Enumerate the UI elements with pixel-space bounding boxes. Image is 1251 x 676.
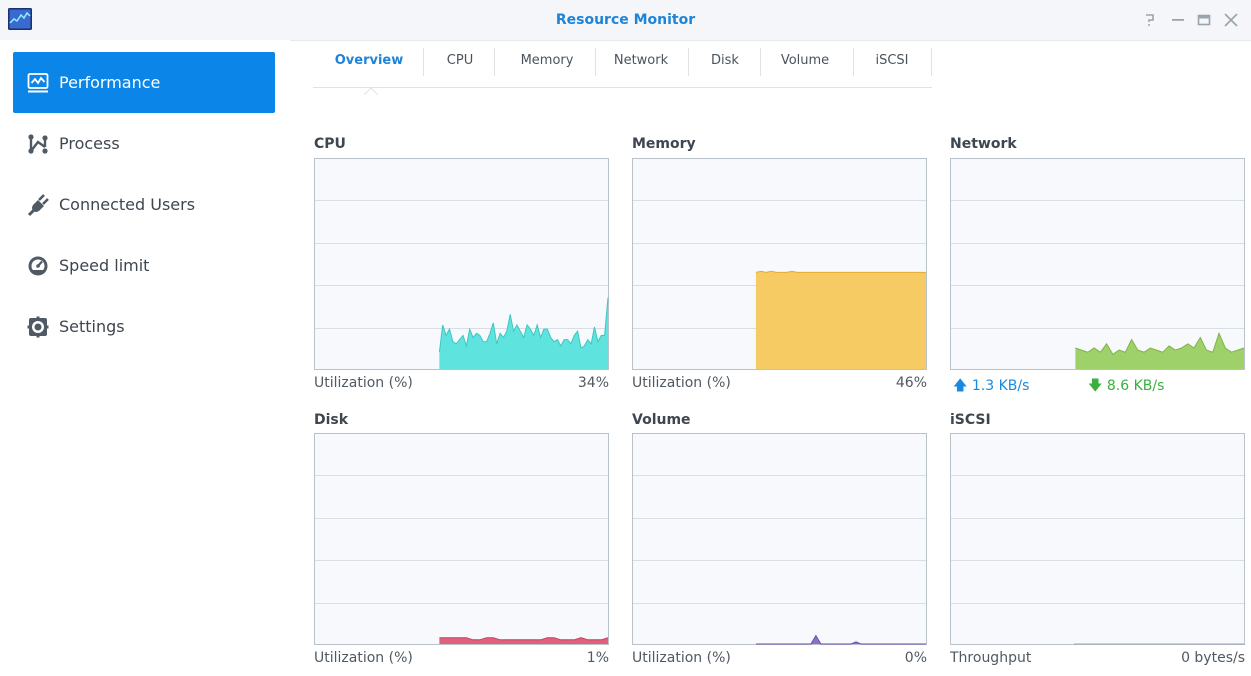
cpu-caption: Utilization (%) xyxy=(314,375,413,391)
sidebar-item-label: Performance xyxy=(59,73,161,92)
volume-series-line xyxy=(755,634,926,645)
volume-caption: Utilization (%) xyxy=(632,650,731,666)
memory-value: 46% xyxy=(895,375,927,391)
window-title: Resource Monitor xyxy=(555,12,696,28)
active-tab-caret-icon xyxy=(363,80,379,99)
cpu-chart-svg xyxy=(314,158,609,370)
plug-icon xyxy=(26,193,50,217)
minimize-icon[interactable] xyxy=(1168,10,1188,30)
sidebar-item-label: Connected Users xyxy=(59,195,196,214)
tab-divider xyxy=(688,48,689,76)
tab-divider xyxy=(494,48,495,76)
cpu-panel-title: CPU xyxy=(314,136,346,152)
network-chart xyxy=(950,158,1245,370)
tab-network[interactable]: Network xyxy=(613,53,669,68)
sidebar-item-settings[interactable]: Settings xyxy=(13,296,275,357)
performance-icon xyxy=(26,71,50,95)
disk-caption: Utilization (%) xyxy=(314,650,413,666)
sidebar-item-speed-limit[interactable]: Speed limit xyxy=(13,235,275,296)
cpu-chart xyxy=(314,158,609,370)
memory-series-line xyxy=(755,270,926,273)
tab-divider xyxy=(423,48,424,76)
volume-chart xyxy=(632,433,927,645)
sidebar-item-process[interactable]: Process xyxy=(13,113,275,174)
volume-chart-svg xyxy=(632,433,927,645)
tab-divider xyxy=(931,48,932,76)
disk-chart xyxy=(314,433,609,645)
iscsi-value: 0 bytes/s xyxy=(1181,650,1245,666)
volume-value: 0% xyxy=(904,650,927,666)
sidebar-item-label: Speed limit xyxy=(59,256,150,275)
sidebar-item-connected-users[interactable]: Connected Users xyxy=(13,174,275,235)
chart-frame xyxy=(950,158,1245,370)
iscsi-caption: Throughput xyxy=(950,650,1032,666)
chart-frame xyxy=(950,433,1245,645)
iscsi-panel-title: iSCSI xyxy=(950,412,991,428)
chart-frame xyxy=(314,433,609,645)
disk-value: 1% xyxy=(586,650,609,666)
memory-caption: Utilization (%) xyxy=(632,375,731,391)
memory-panel-title: Memory xyxy=(632,136,696,152)
cpu-series-line xyxy=(438,297,609,353)
tab-memory[interactable]: Memory xyxy=(520,53,574,68)
tab-divider xyxy=(595,48,596,76)
memory-chart xyxy=(632,158,927,370)
disk-chart-svg xyxy=(314,433,609,645)
network-download-rate: 8.6 KB/s xyxy=(1106,378,1165,394)
disk-series-line xyxy=(439,637,609,641)
download-arrow-icon: 🡇 xyxy=(1088,378,1103,394)
tab-overview[interactable]: Overview xyxy=(334,53,404,68)
network-panel-title: Network xyxy=(950,136,1017,152)
tab-divider xyxy=(853,48,854,76)
network-chart-svg xyxy=(950,158,1245,370)
memory-chart-svg xyxy=(632,158,927,370)
process-icon xyxy=(26,132,50,156)
tab-underline xyxy=(313,87,932,88)
sidebar-item-performance[interactable]: Performance xyxy=(13,52,275,113)
speedometer-icon xyxy=(26,254,50,278)
upload-arrow-icon: 🡅 xyxy=(953,378,968,394)
sidebar-item-label: Settings xyxy=(59,317,125,336)
tab-divider xyxy=(760,48,761,76)
tab-disk[interactable]: Disk xyxy=(711,53,739,68)
network-series-line xyxy=(1075,331,1245,356)
cpu-value: 34% xyxy=(577,375,609,391)
close-icon[interactable] xyxy=(1221,10,1241,30)
sidebar-item-label: Process xyxy=(59,134,120,153)
sidebar: Performance Process Connected Users xyxy=(0,40,290,676)
network-upload-rate: 1.3 KB/s xyxy=(971,378,1030,394)
disk-panel-title: Disk xyxy=(314,412,349,428)
iscsi-chart xyxy=(950,433,1245,645)
iscsi-chart-svg xyxy=(950,433,1245,645)
resource-monitor-app-icon xyxy=(8,8,32,30)
memory-series-area xyxy=(755,271,926,369)
tab-volume[interactable]: Volume xyxy=(780,53,830,68)
network-upload: 🡅 1.3 KB/s xyxy=(953,375,1029,399)
volume-panel-title: Volume xyxy=(632,412,691,428)
help-icon[interactable] xyxy=(1140,10,1160,30)
network-download: 🡇 8.6 KB/s xyxy=(1088,375,1164,399)
tab-cpu[interactable]: CPU xyxy=(446,53,474,68)
tab-iscsi[interactable]: iSCSI xyxy=(875,53,909,68)
maximize-icon[interactable] xyxy=(1194,10,1214,30)
chart-frame xyxy=(632,433,927,645)
chart-frame xyxy=(314,158,609,370)
gear-icon xyxy=(26,315,50,339)
cpu-series-area xyxy=(439,297,608,369)
title-bar: Resource Monitor xyxy=(0,0,1251,41)
